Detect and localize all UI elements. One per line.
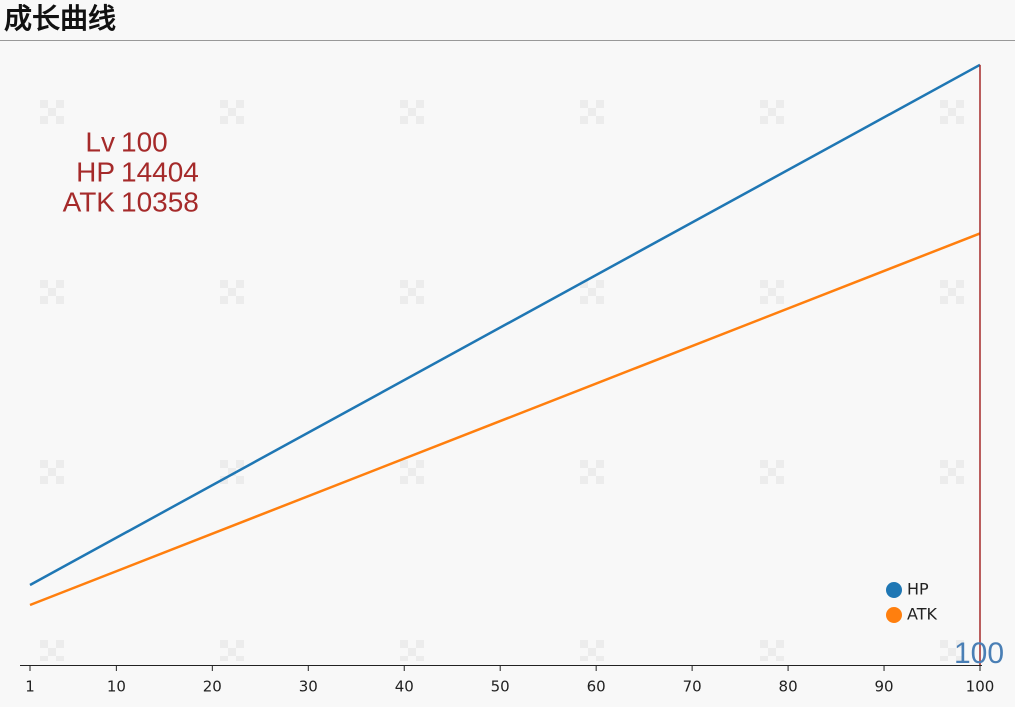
- tooltip-label: Lv: [85, 126, 115, 157]
- x-tick-label: 50: [491, 678, 510, 696]
- x-tick-label: 60: [587, 678, 606, 696]
- x-tick-label: 70: [683, 678, 702, 696]
- cursor-x-label: 100: [954, 637, 1004, 670]
- legend-label: ATK: [907, 605, 937, 624]
- line-series: [29, 232, 981, 607]
- tooltip-value: 14404: [121, 156, 199, 187]
- x-tick-label: 80: [779, 678, 798, 696]
- x-tick-label: 40: [395, 678, 414, 696]
- x-tick-label: 30: [299, 678, 318, 696]
- tooltip-label: HP: [76, 156, 115, 187]
- x-tick-label: 100: [966, 678, 995, 696]
- chart-title: 成长曲线: [4, 2, 116, 35]
- x-tick-label: 90: [874, 678, 893, 696]
- tooltip-value: 100: [121, 126, 168, 157]
- x-tick-label: 10: [107, 678, 126, 696]
- legend-label: HP: [907, 580, 929, 599]
- tooltip-label: ATK: [63, 186, 116, 217]
- line-series: [29, 63, 981, 587]
- legend-marker: [886, 582, 902, 598]
- legend-marker: [886, 607, 902, 623]
- x-tick-label: 20: [203, 678, 222, 696]
- x-tick-label: 1: [25, 678, 35, 696]
- tooltip-value: 10358: [121, 186, 199, 217]
- background-pattern: [0, 41, 1015, 661]
